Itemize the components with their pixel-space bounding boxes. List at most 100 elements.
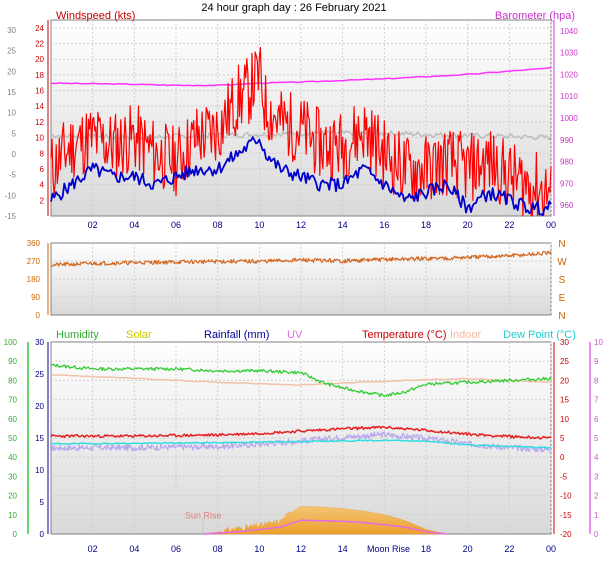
uv-tick-label: 8	[594, 376, 599, 385]
compass-label: E	[559, 293, 566, 304]
compass-label: S	[559, 275, 566, 286]
temperature-tick-label: -5	[560, 472, 568, 481]
left-outer-tick-label: 10	[7, 109, 16, 118]
wind-tick-label: 20	[35, 55, 44, 64]
wind-tick-label: 18	[35, 71, 44, 80]
rain-tick-label: 0	[40, 530, 45, 539]
time-tick-label: 06	[171, 544, 181, 554]
barometer-tick-label: 1020	[560, 70, 578, 79]
page-title: 24 hour graph day : 26 February 2021	[201, 2, 386, 14]
time-tick-label: 12	[296, 544, 306, 554]
wind-gust-line	[50, 46, 552, 217]
rain-tick-label: 20	[35, 402, 44, 411]
wind-tick-label: 16	[35, 87, 44, 96]
direction-tick-label: 90	[31, 293, 40, 302]
temperature-line	[50, 425, 552, 440]
time-tick-label: 20	[463, 220, 473, 230]
weather-legend-item: Temperature (°C)	[362, 329, 446, 341]
weather-legend-item: Rainfall (mm)	[204, 329, 269, 341]
humidity-tick-label: 70	[8, 396, 17, 405]
rain-tick-label: 5	[40, 498, 45, 507]
left-outer-tick-label: -10	[4, 191, 16, 200]
time-tick-label: 08	[213, 220, 223, 230]
rain-tick-label: 15	[35, 434, 44, 443]
time-tick-label: 12	[296, 220, 306, 230]
wind-baro-axes: 24681012141618202224-15-10-5051015202530…	[4, 20, 578, 230]
time-tick-label: 02	[88, 544, 98, 554]
weather-legend-item: UV	[287, 329, 303, 341]
weather-legend-item: Solar	[126, 329, 152, 341]
weather-legends: Humidity Solar Rainfall (mm) UV Temperature …	[56, 329, 576, 341]
weather-legend-item: Indoor	[450, 329, 482, 341]
rain-tick-label: 30	[35, 338, 44, 347]
barometer-tick-label: 1040	[560, 27, 578, 36]
wind-baro-panel: 24681012141618202224-15-10-5051015202530…	[4, 10, 578, 230]
wind-baro-series	[50, 46, 552, 217]
uv-tick-label: 1	[594, 511, 599, 520]
temperature-tick-label: -10	[560, 492, 572, 501]
time-tick-label: 14	[338, 220, 348, 230]
time-tick-label: 22	[504, 220, 514, 230]
wind-tick-label: 10	[35, 134, 44, 143]
barometer-legend: Barometer (hpa)	[495, 10, 575, 22]
barometer-tick-label: 970	[560, 179, 574, 188]
uv-tick-label: 6	[594, 415, 599, 424]
time-tick-label: 08	[213, 544, 223, 554]
barometer-line	[50, 66, 552, 87]
wind-baro-gridlines	[51, 20, 552, 216]
uv-tick-label: 0	[594, 530, 599, 539]
left-outer-tick-label: 0	[12, 150, 17, 159]
time-tick-label: 16	[379, 220, 389, 230]
time-tick-label: 14	[338, 544, 348, 554]
wind-tick-label: 2	[40, 196, 45, 205]
barometer-tick-label: 1000	[560, 114, 578, 123]
humidity-line	[50, 363, 552, 398]
compass-label: N	[558, 239, 565, 250]
time-tick-label: 18	[421, 544, 431, 554]
uv-tick-label: 10	[594, 338, 603, 347]
temperature-tick-label: 20	[560, 376, 569, 385]
humidity-tick-label: 90	[8, 357, 17, 366]
temperature-tick-label: -15	[560, 511, 572, 520]
wind-direction-line	[50, 250, 552, 268]
left-outer-tick-label: 25	[7, 47, 16, 56]
rain-tick-label: 10	[35, 466, 44, 475]
temperature-tick-label: 25	[560, 357, 569, 366]
humidity-tick-label: 80	[8, 376, 17, 385]
time-tick-label: 04	[129, 544, 139, 554]
humidity-tick-label: 0	[13, 530, 18, 539]
left-outer-tick-label: -15	[4, 212, 16, 221]
barometer-tick-label: 960	[560, 201, 574, 210]
wind-tick-label: 22	[35, 40, 44, 49]
dewpoint-line	[50, 439, 551, 449]
weather-legend-item: Humidity	[56, 329, 99, 341]
indoor-line	[50, 373, 552, 386]
wind-tick-label: 24	[35, 24, 44, 33]
humidity-tick-label: 60	[8, 415, 17, 424]
compass-label: W	[557, 257, 567, 268]
weather-legend-item: Dew Point (°C)	[503, 329, 576, 341]
uv-tick-label: 4	[594, 453, 599, 462]
weather-series: Sun Rise Moon Rise	[50, 363, 552, 554]
temperature-tick-label: 10	[560, 415, 569, 424]
time-tick-label: 18	[421, 220, 431, 230]
moonrise-label: Moon Rise	[367, 544, 410, 554]
time-tick-label: 10	[254, 220, 264, 230]
humidity-tick-label: 100	[4, 338, 18, 347]
weather-axes: 0102030405060708090100051015202530-20-15…	[4, 338, 604, 554]
left-outer-tick-label: 5	[12, 129, 17, 138]
temperature-tick-label: 0	[560, 453, 565, 462]
humidity-tick-label: 20	[8, 492, 17, 501]
uv-line	[203, 519, 447, 535]
uv-tick-label: 9	[594, 357, 599, 366]
time-tick-label: 20	[463, 544, 473, 554]
wind-tick-label: 14	[35, 102, 44, 111]
uv-tick-label: 7	[594, 396, 599, 405]
barometer-tick-label: 990	[560, 136, 574, 145]
wind-average-line	[50, 136, 552, 216]
direction-tick-label: 180	[27, 275, 41, 284]
